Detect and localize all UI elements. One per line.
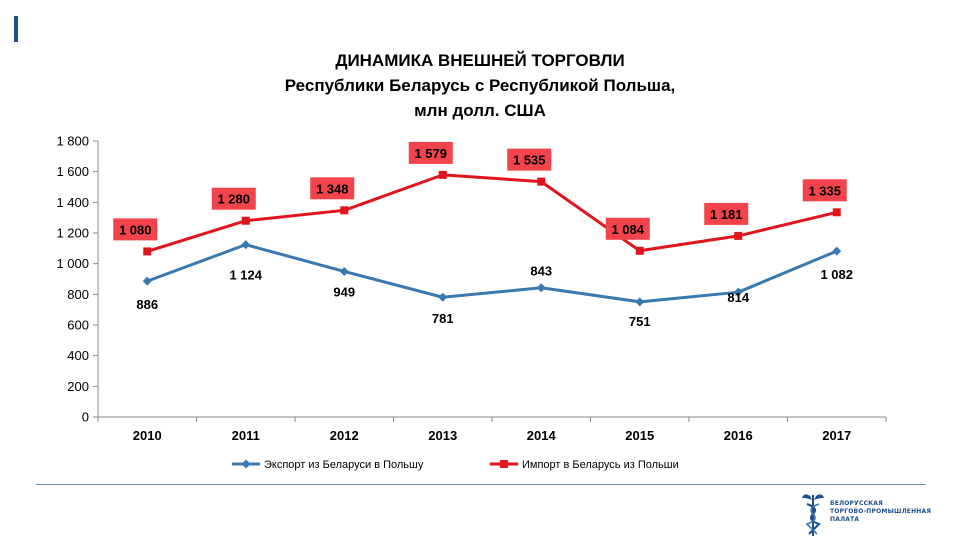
series-line-export [146,243,838,304]
legend-marker [241,459,251,469]
caduceus-icon [802,494,824,536]
import-data-label: 1 348 [316,181,349,196]
import-point [241,216,250,225]
x-tick-label: 2016 [724,428,753,443]
x-tick-label: 2011 [232,428,260,443]
import-data-label: 1 280 [217,192,250,207]
export-point [536,283,546,293]
export-data-label: 886 [136,297,158,312]
logo-text: БЕЛОРУССКАЯ ТОРГОВО-ПРОМЫШЛЕННАЯ ПАЛАТА [830,500,931,524]
title-line-3: млн долл. США [414,101,546,120]
export-point [339,266,349,276]
y-tick-label: 800 [67,287,89,302]
logo-line-3: ПАЛАТА [830,516,860,523]
legend-label-import: Импорт в Беларусь из Польши [522,459,679,471]
import-label-box [605,217,650,240]
import-point [438,170,447,179]
logo-line-2: ТОРГОВО-ПРОМЫШЛЕННАЯ [830,508,932,515]
y-tick-label: 200 [67,379,89,394]
import-point [832,208,841,217]
x-tick-label: 2014 [527,428,557,443]
export-data-label: 949 [333,284,355,299]
legend-label-export: Экспорт из Беларуси в Польшу [264,459,424,471]
import-label-box [113,218,158,241]
logo-line-1: БЕЛОРУССКАЯ [830,500,883,507]
x-tick-label: 2017 [822,428,851,443]
import-point [734,231,743,240]
export-data-label: 1 124 [229,268,262,283]
export-point [635,297,645,307]
export-data-label: 843 [530,264,552,279]
x-tick-label: 2012 [330,428,359,443]
export-point [142,276,152,286]
import-data-label: 1 080 [119,222,152,237]
export-data-label: 781 [432,311,454,326]
import-label-box [408,141,453,164]
export-data-label: 1 082 [820,267,853,282]
export-point [241,240,251,250]
export-point [733,287,743,297]
x-tick-label: 2010 [133,428,162,443]
y-tick-label: 1 400 [56,195,89,210]
import-data-label: 1 579 [414,146,447,161]
y-tick-label: 1 600 [56,164,89,179]
export-point [832,246,842,256]
y-tick-label: 1 800 [56,134,89,149]
chart-title: ДИНАМИКА ВНЕШНЕЙ ТОРГОВЛИ Республики Бел… [0,48,960,123]
import-data-label: 1 084 [611,222,644,237]
import-label-box [704,202,749,225]
import-point [537,177,546,186]
import-label-box [802,179,847,202]
import-label-box [211,187,256,210]
import-data-label: 1 535 [513,153,546,168]
accent-bar [14,16,18,42]
y-tick-label: 1 000 [56,256,89,271]
y-tick-label: 400 [67,348,89,363]
import-data-label: 1 335 [808,183,841,198]
import-point [635,246,644,255]
y-tick-label: 1 200 [56,226,89,241]
x-tick-label: 2013 [428,428,457,443]
import-point [340,206,349,215]
import-label-box [507,148,552,171]
import-point [143,247,152,256]
import-label-box [310,177,355,200]
export-point [438,292,448,302]
import-data-label: 1 181 [710,207,743,222]
x-tick-label: 2015 [625,428,654,443]
footer-divider [36,484,926,485]
y-tick-label: 0 [82,410,89,425]
export-data-label: 751 [629,314,651,329]
export-data-label: 814 [727,290,749,305]
title-line-2: Республики Беларусь с Республикой Польша… [284,76,676,95]
legend-marker [500,460,508,468]
series-line-import [146,173,838,253]
title-line-1: ДИНАМИКА ВНЕШНЕЙ ТОРГОВЛИ [335,51,625,70]
y-tick-label: 600 [67,318,89,333]
